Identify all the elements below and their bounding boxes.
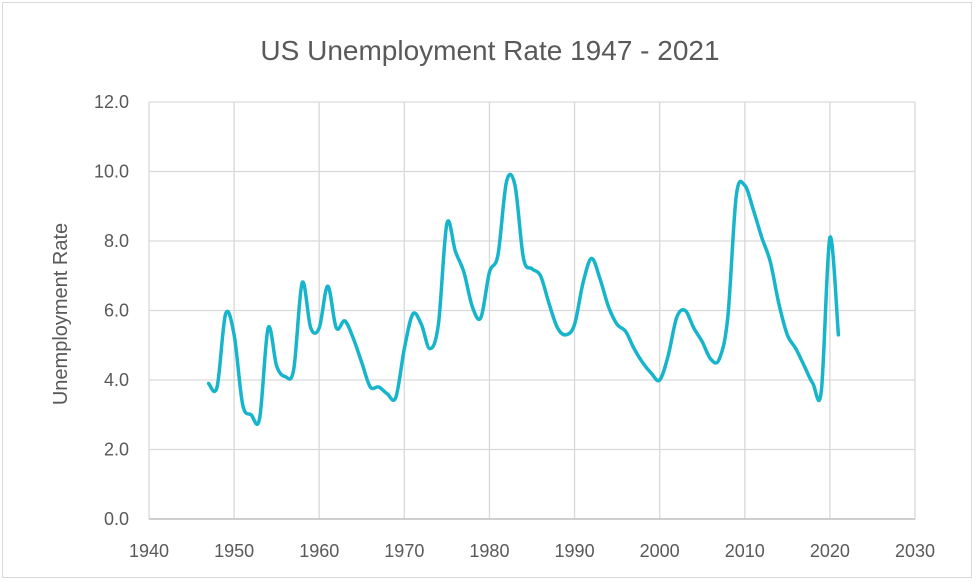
x-tick-label: 2020	[810, 541, 850, 561]
y-tick-label: 6.0	[104, 301, 129, 321]
x-tick-label: 2030	[895, 541, 935, 561]
x-tick-label: 2010	[725, 541, 765, 561]
x-tick-label: 1990	[555, 541, 595, 561]
x-tick-label: 1960	[299, 541, 339, 561]
series-layer	[206, 172, 841, 426]
y-axis-label: Unemployment Rate	[50, 223, 72, 405]
x-tick-label: 1980	[469, 541, 509, 561]
y-tick-label: 4.0	[104, 370, 129, 390]
series-line-0	[206, 172, 841, 426]
axis-layer	[148, 102, 915, 520]
y-tick-label: 0.0	[104, 509, 129, 529]
y-tick-label: 10.0	[94, 162, 129, 182]
grid-layer	[149, 101, 916, 519]
x-tick-label: 1970	[384, 541, 424, 561]
x-tick-label: 1950	[214, 541, 254, 561]
x-tick-label: 1940	[129, 541, 169, 561]
tick-layer: 0.0 2.0 4.0 6.0 8.0 10.0 12.0 1940 1950 1960 1970 1…	[94, 92, 935, 561]
y-tick-label: 2.0	[104, 440, 129, 460]
chart-svg: US Unemployment Rate 1947 - 2021 0.0 2.0 4…	[50, 35, 935, 561]
y-tick-label: 8.0	[104, 231, 129, 251]
chart-title: US Unemployment Rate 1947 - 2021	[260, 35, 719, 66]
x-tick-label: 2000	[640, 541, 680, 561]
y-tick-label: 12.0	[94, 92, 129, 112]
